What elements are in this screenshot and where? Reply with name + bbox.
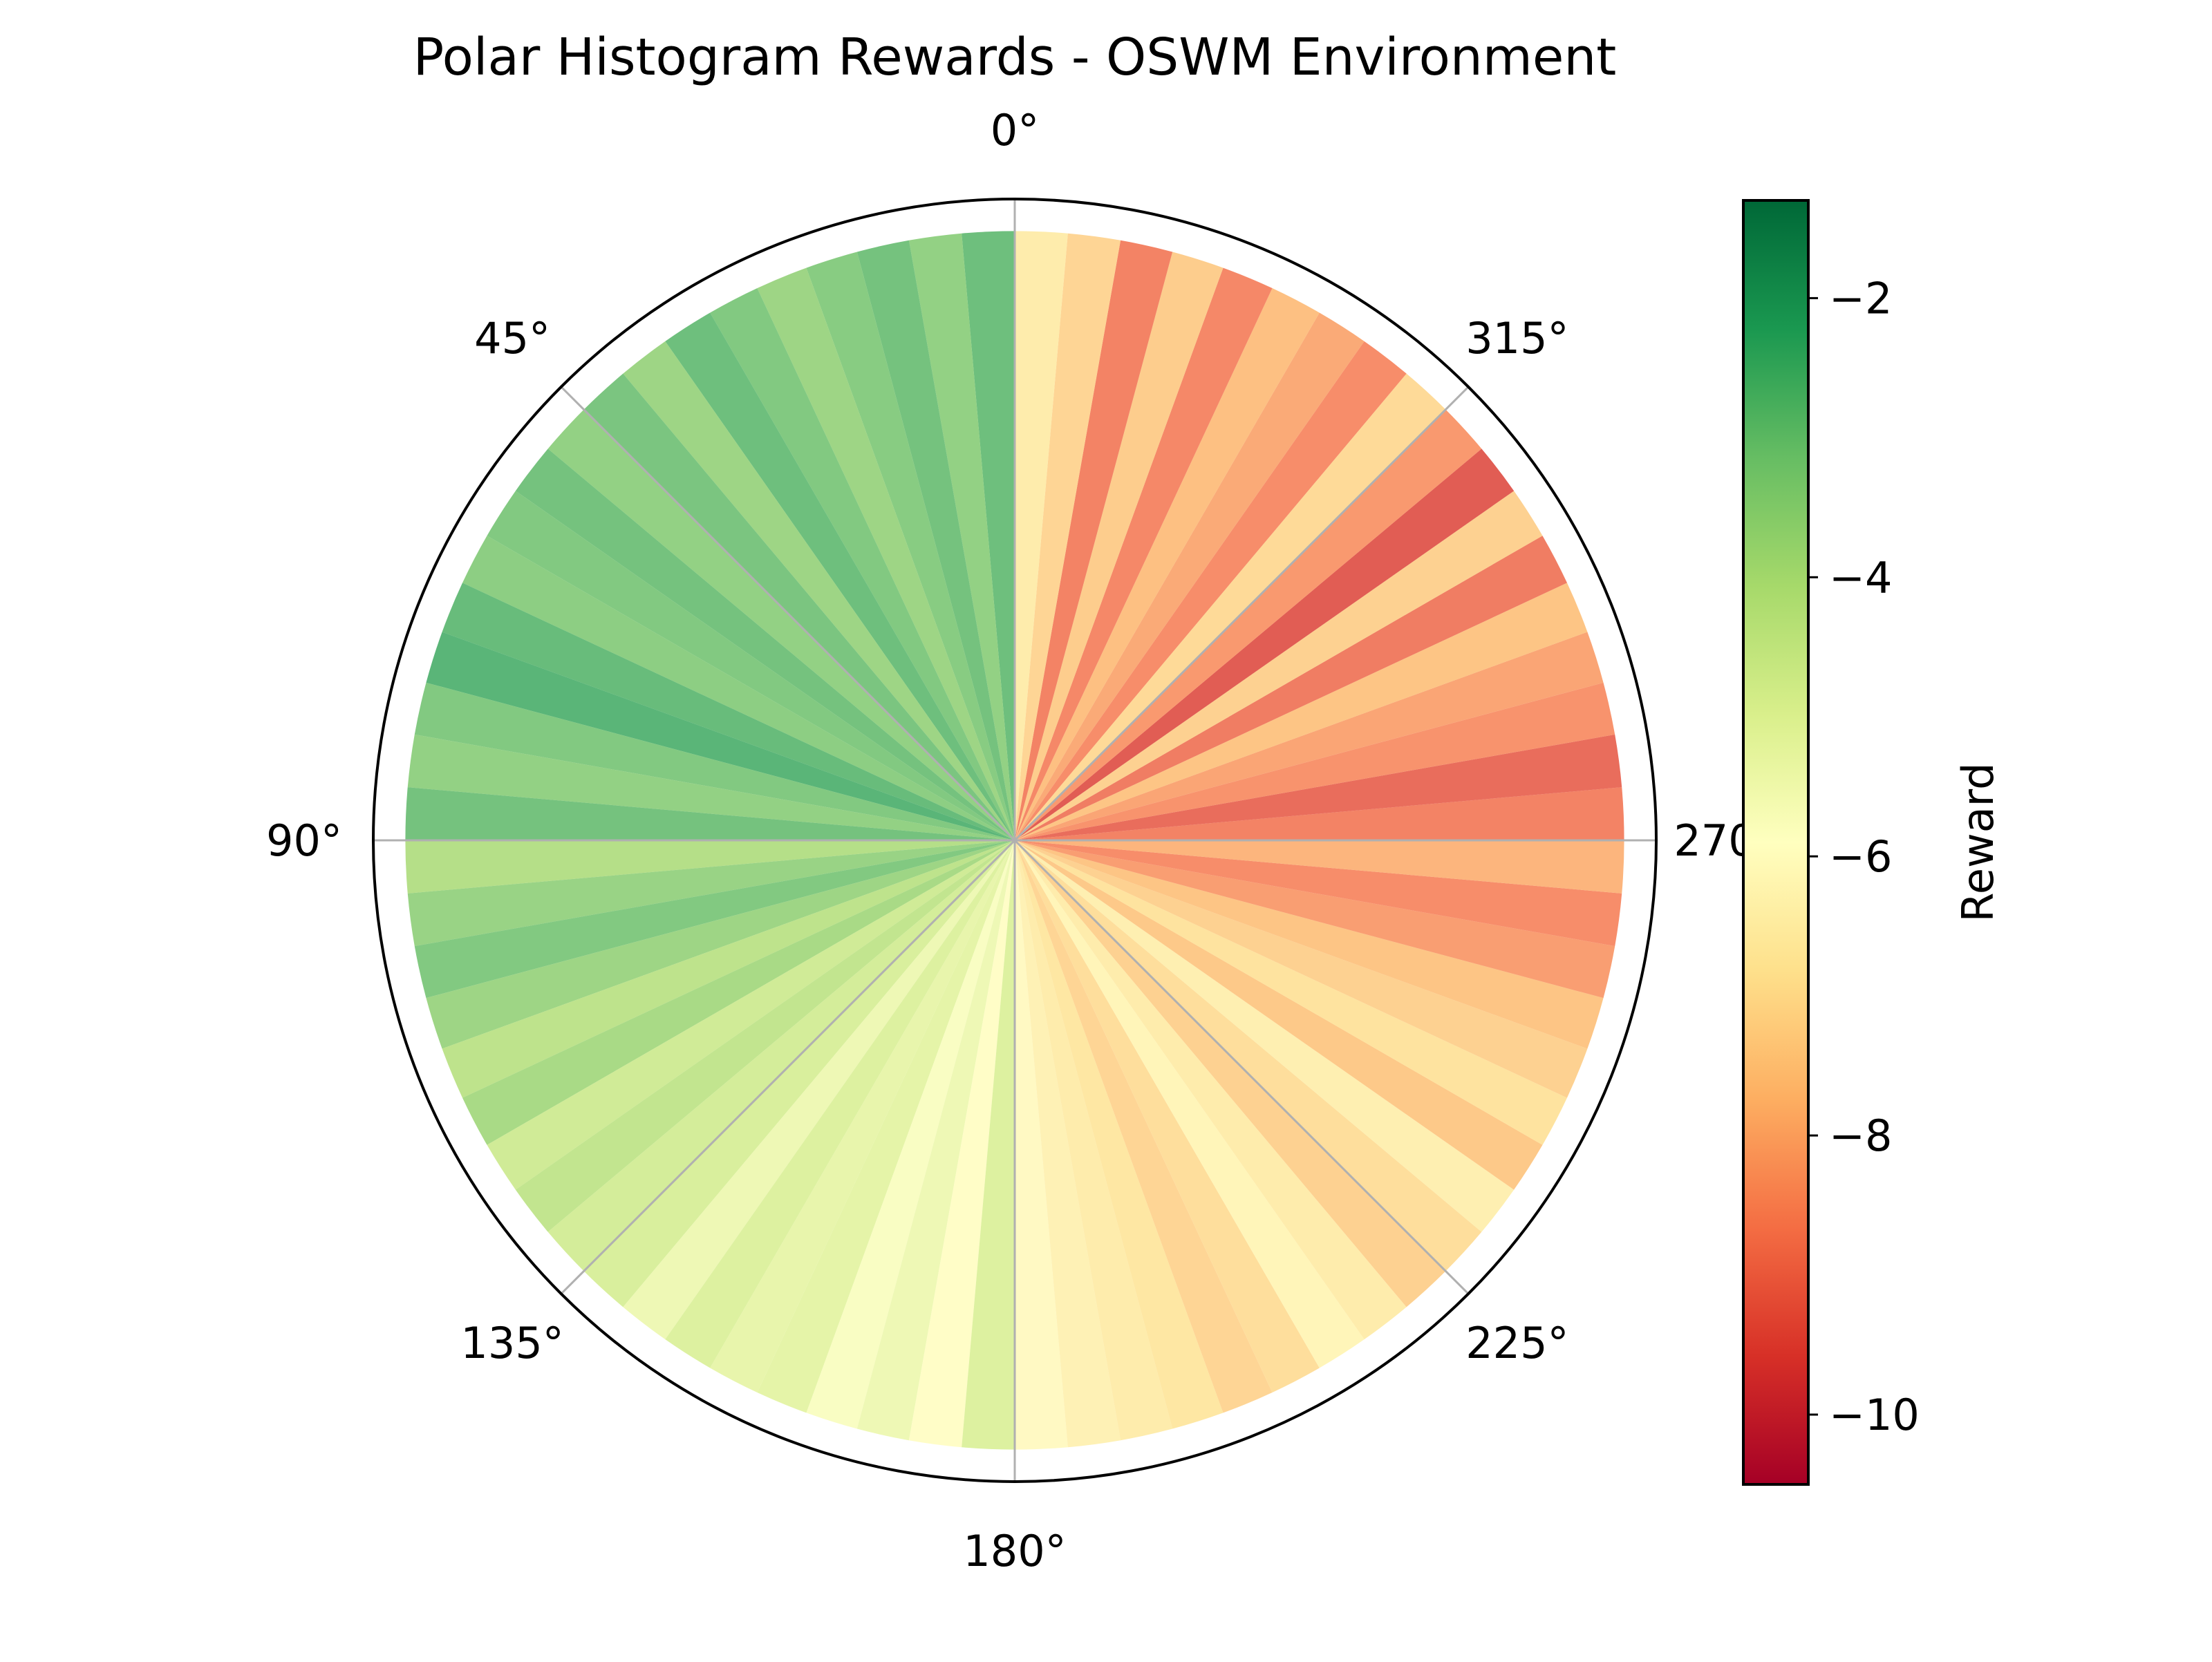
polar-bar	[806, 840, 1015, 1429]
polar-bar	[1015, 840, 1173, 1441]
angular-tick-label: 315°	[1465, 313, 1568, 363]
polar-bar	[583, 840, 1015, 1307]
polar-bar	[462, 840, 1015, 1145]
polar-bar	[1015, 233, 1121, 840]
polar-bar	[1015, 448, 1515, 840]
polar-bar	[1015, 840, 1615, 999]
polar-bar	[515, 840, 1015, 1232]
polar-bar	[1015, 840, 1068, 1450]
polar-bar	[407, 840, 1015, 947]
angular-tick-label: 180°	[963, 1526, 1066, 1576]
polar-bar	[1015, 288, 1320, 840]
angular-tick-label: 0°	[991, 105, 1039, 155]
polar-bar	[962, 840, 1015, 1450]
polar-bar	[665, 312, 1015, 840]
polar-bar	[1015, 734, 1622, 840]
polar-bar	[1015, 840, 1407, 1340]
colorbar-tick-label: −2	[1829, 273, 1892, 323]
polar-bar	[1015, 840, 1622, 947]
polar-bar	[1015, 840, 1588, 1098]
polar-bar	[1015, 840, 1624, 894]
polar-bar	[1015, 840, 1273, 1413]
polar-bar	[547, 840, 1015, 1272]
grid-layer	[373, 199, 1656, 1482]
polar-bar	[426, 840, 1015, 1049]
chart-title: Polar Histogram Rewards - OSWM Environme…	[413, 28, 1617, 87]
polar-bar	[1015, 632, 1604, 840]
colorbar-label: Reward	[1953, 763, 2003, 923]
polar-bar	[1015, 840, 1446, 1307]
colorbar-tick-label: −8	[1829, 1111, 1892, 1161]
polar-bar	[1015, 373, 1446, 840]
angular-tick-label: 225°	[1465, 1318, 1568, 1368]
polar-bar	[462, 536, 1015, 840]
polar-bar	[665, 840, 1015, 1368]
polar-bar	[1015, 840, 1543, 1190]
grid-spoke	[1013, 839, 1470, 1295]
polar-bar	[414, 682, 1015, 840]
polar-bar	[442, 840, 1015, 1098]
polar-bar	[414, 840, 1015, 999]
polar-bar	[1015, 840, 1365, 1368]
colorbar-tick-label: −6	[1829, 831, 1892, 882]
polar-bar	[962, 231, 1015, 840]
angular-tick-label: 90°	[266, 815, 342, 866]
polar-bar	[856, 240, 1015, 840]
polar-bar	[1015, 267, 1273, 840]
polar-frame	[372, 198, 1658, 1483]
polar-bar	[908, 840, 1015, 1448]
colorbar-tick-label: −4	[1829, 552, 1892, 603]
polar-bar	[1015, 840, 1320, 1392]
polar-bar	[1015, 536, 1567, 840]
colorbar-tick-label: −10	[1829, 1390, 1920, 1440]
colorbar-frame	[1742, 199, 1810, 1486]
polar-bar	[405, 787, 1015, 840]
polar-bar	[407, 734, 1015, 840]
polar-bar	[806, 252, 1015, 840]
angular-tick-label: 45°	[474, 313, 550, 363]
polar-bar	[1015, 312, 1365, 840]
colorbar-ticks: −2 −4 −6 −8 −10	[1808, 273, 1920, 1440]
polar-bar	[487, 840, 1015, 1190]
polar-bar	[856, 840, 1015, 1441]
polar-bar	[405, 840, 1015, 894]
polar-bar	[1015, 840, 1515, 1232]
polar-bar	[1015, 840, 1482, 1272]
grid-spoke	[560, 386, 1016, 842]
polar-bar	[1015, 341, 1407, 841]
polar-bar	[547, 409, 1015, 840]
polar-bar	[1015, 252, 1224, 840]
polar-bar	[623, 341, 1015, 841]
polar-bar	[487, 491, 1015, 840]
polar-bar	[710, 840, 1015, 1392]
polar-bar	[757, 840, 1015, 1413]
polar-bar	[1015, 840, 1567, 1145]
polar-bar	[426, 632, 1015, 840]
polar-bar	[583, 373, 1015, 840]
polar-bar	[1015, 787, 1624, 840]
polar-bar	[908, 233, 1015, 840]
grid-spoke	[560, 839, 1016, 1295]
bars-layer	[405, 231, 1624, 1450]
colorbar: −2 −4 −6 −8 −10 Reward	[1742, 199, 2003, 1486]
polar-bar	[1015, 231, 1068, 840]
polar-bar	[757, 267, 1015, 840]
polar-bar	[1015, 240, 1173, 840]
polar-bar	[1015, 409, 1482, 840]
angular-tick-label: 135°	[460, 1318, 563, 1368]
grid-spoke	[1013, 386, 1470, 842]
polar-bar	[623, 840, 1015, 1340]
polar-bar	[1015, 840, 1604, 1049]
polar-bar	[442, 583, 1015, 840]
colorbar-gradient	[1743, 200, 1808, 1484]
polar-bar	[710, 288, 1015, 840]
polar-bar	[1015, 840, 1224, 1429]
polar-bar	[1015, 491, 1543, 840]
polar-bar	[515, 448, 1015, 840]
polar-bar	[1015, 583, 1588, 840]
polar-bar	[1015, 682, 1615, 840]
polar-bar	[1015, 840, 1121, 1448]
